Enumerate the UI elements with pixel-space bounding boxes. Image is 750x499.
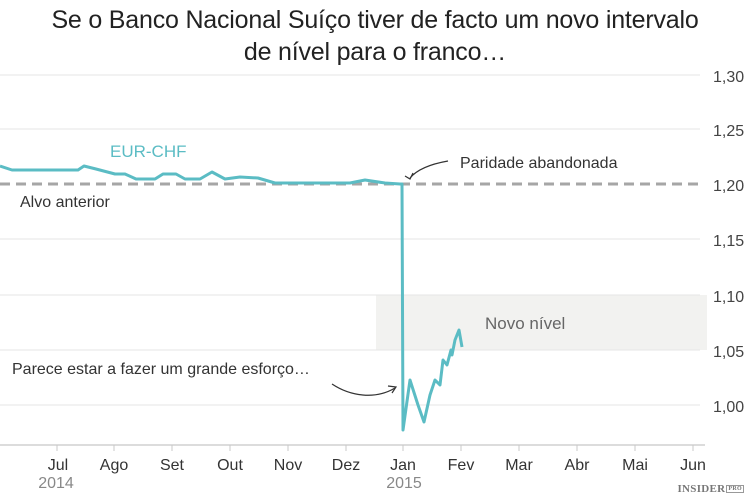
x-tick-label: Jun bbox=[680, 457, 706, 474]
y-tick-label: 1,10 bbox=[713, 289, 744, 306]
y-tick-label: 1,20 bbox=[713, 178, 744, 195]
y-axis-labels: 1,30 1,25 1,20 1,15 1,10 1,05 1,00 bbox=[713, 69, 744, 416]
series-label-eur-chf: EUR-CHF bbox=[110, 142, 187, 161]
x-tick-label: Jul bbox=[48, 457, 68, 474]
eur-chf-series-line bbox=[0, 164, 464, 432]
x-tick-label: Jan bbox=[390, 457, 416, 474]
x-tick-label: Out bbox=[217, 457, 243, 474]
big-effort-annotation: Parece estar a fazer um grande esforço… bbox=[12, 361, 310, 378]
x-tick-label: Mar bbox=[505, 457, 533, 474]
gridlines bbox=[0, 74, 700, 406]
y-tick-label: 1,25 bbox=[713, 123, 744, 140]
y-tick-label: 1,15 bbox=[713, 233, 744, 250]
y-tick-label: 1,00 bbox=[713, 399, 744, 416]
title-line-2: de nível para o franco… bbox=[243, 38, 507, 66]
x-tick-label: Ago bbox=[100, 457, 129, 474]
y-tick-label: 1,30 bbox=[713, 69, 744, 86]
x-tick-label: Abr bbox=[565, 457, 591, 474]
parity-arrow-icon bbox=[409, 160, 449, 179]
new-level-band bbox=[376, 295, 707, 350]
x-axis-ticks bbox=[56, 445, 694, 451]
x-tick-label: Nov bbox=[274, 457, 302, 474]
year-label-2014: 2014 bbox=[38, 475, 74, 492]
x-tick-label: Fev bbox=[448, 457, 475, 474]
title-line-1: Se o Banco Nacional Suíço tiver de facto… bbox=[51, 6, 699, 34]
insider-pro-logo: INSIDER PRO bbox=[677, 483, 744, 495]
chart-title: Se o Banco Nacional Suíço tiver de facto… bbox=[0, 4, 750, 68]
parity-abandoned-annotation: Paridade abandonada bbox=[460, 155, 618, 172]
x-tick-label: Dez bbox=[332, 457, 360, 474]
x-tick-label: Mai bbox=[622, 457, 648, 474]
new-level-label: Novo nível bbox=[485, 314, 565, 333]
x-axis-labels: Jul Ago Set Out Nov Dez Jan Fev Mar Abr … bbox=[38, 457, 706, 492]
effort-arrow-icon bbox=[331, 383, 396, 396]
x-tick-label: Set bbox=[160, 457, 185, 474]
year-label-2015: 2015 bbox=[386, 475, 422, 492]
previous-target-label: Alvo anterior bbox=[20, 194, 110, 211]
y-tick-label: 1,05 bbox=[713, 344, 744, 361]
